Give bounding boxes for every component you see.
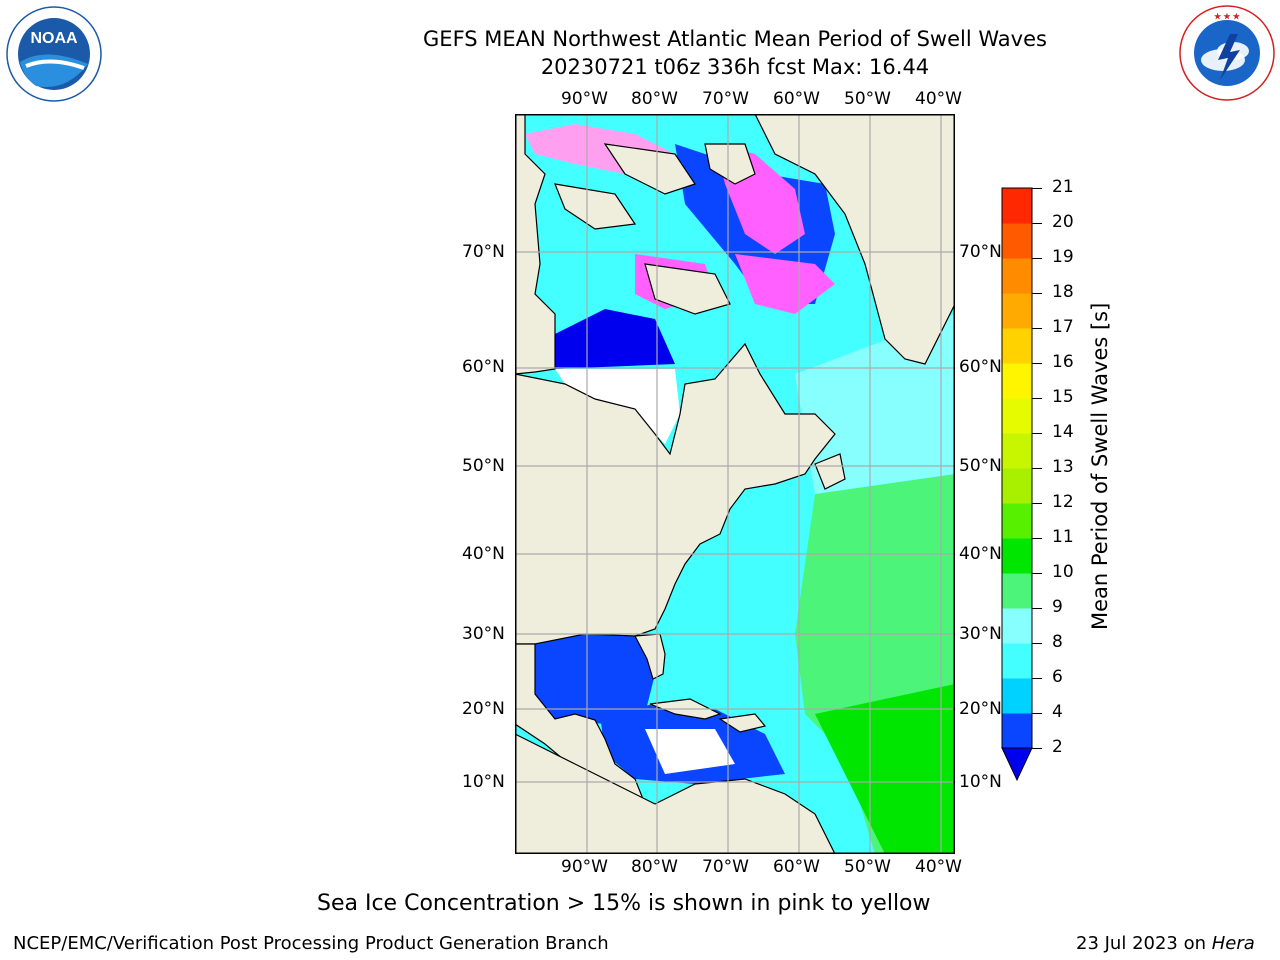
colorbar-tick-label: 4 [1052,702,1063,722]
lon-label-top: 70°W [702,89,749,109]
chart-title: GEFS MEAN Northwest Atlantic Mean Period… [423,27,1047,51]
colorbar-tick-label: 15 [1052,387,1074,407]
colorbar-bin [1002,643,1032,679]
colorbar-bin [1002,223,1032,259]
colorbar-tick [1032,398,1042,399]
colorbar-tick [1032,713,1042,714]
colorbar-bin [1002,398,1032,434]
lat-label-left: 30°N [462,624,505,644]
lat-label-right: 60°N [959,357,1002,377]
lat-label-right: 30°N [959,624,1002,644]
colorbar-tick-label: 11 [1052,527,1074,547]
noaa-logo-text: NOAA [30,30,78,47]
colorbar-tick-label: 8 [1052,632,1063,652]
colorbar-tick [1032,188,1042,189]
colorbar-bin [1002,713,1032,749]
colorbar-bin [1002,258,1032,294]
lat-label-right: 50°N [959,456,1002,476]
map-panel [514,113,956,855]
svg-text:★ ★ ★: ★ ★ ★ [1214,12,1241,21]
lat-label-right: 40°N [959,544,1002,564]
colorbar-tick-label: 17 [1052,317,1074,337]
colorbar-bin [1002,328,1032,364]
lon-label-bottom: 70°W [702,857,749,877]
lat-label-right: 70°N [959,242,1002,262]
lat-label-right: 20°N [959,699,1002,719]
colorbar-tick [1032,328,1042,329]
colorbar-bin [1002,468,1032,504]
caribbean-nodata [645,729,735,774]
colorbar-bin [1002,678,1032,714]
noaa-logo: NOAA [6,6,102,102]
colorbar-under-triangle [1001,747,1033,782]
hudson-bay [555,309,675,369]
colorbar-tick [1032,538,1042,539]
colorbar-tick [1032,608,1042,609]
colorbar-bin [1002,573,1032,609]
colorbar-tick-label: 20 [1052,212,1074,232]
colorbar-bin [1002,433,1032,469]
gulf-of-mexico [535,634,655,724]
colorbar-tick-label: 9 [1052,597,1063,617]
colorbar-bin [1002,608,1032,644]
graticule [515,114,955,854]
sea-ice-pink-2 [735,254,835,314]
lat-label-left: 60°N [462,357,505,377]
colorbar-tick-label: 13 [1052,457,1074,477]
lat-label-right: 10°N [959,772,1002,792]
footer-right: 23 Jul 2023 on Hera [1076,933,1255,954]
colorbar-tick-label: 12 [1052,492,1074,512]
lon-label-bottom: 40°W [915,857,962,877]
lon-label-bottom: 50°W [844,857,891,877]
colorbar-tick [1032,643,1042,644]
colorbar-tick [1032,223,1042,224]
lon-label-top: 50°W [844,89,891,109]
colorbar-tick [1032,433,1042,434]
lon-label-bottom: 90°W [561,857,608,877]
footer-left: NCEP/EMC/Verification Post Processing Pr… [13,933,609,954]
lon-label-top: 60°W [773,89,820,109]
colorbar [1000,186,1036,786]
colorbar-tick [1032,468,1042,469]
lat-label-left: 50°N [462,456,505,476]
colorbar-tick [1032,293,1042,294]
colorbar-tick [1032,678,1042,679]
colorbar-label: Mean Period of Swell Waves [s] [1088,302,1112,630]
lat-label-left: 40°N [462,544,505,564]
lon-label-bottom: 60°W [773,857,820,877]
lat-label-left: 70°N [462,242,505,262]
colorbar-tick-label: 6 [1052,667,1063,687]
colorbar-bin [1002,363,1032,399]
colorbar-tick-label: 19 [1052,247,1074,267]
colorbar-tick [1032,503,1042,504]
colorbar-tick [1032,363,1042,364]
lat-label-left: 10°N [462,772,505,792]
colorbar-tick-label: 18 [1052,282,1074,302]
colorbar-tick [1032,258,1042,259]
chart-subtitle: 20230721 t06z 336h fcst Max: 16.44 [540,55,930,79]
swell-10-11-area [815,684,955,854]
footer-host: Hera [1211,933,1255,954]
colorbar-tick [1032,748,1042,749]
colorbar-tick-label: 21 [1052,177,1074,197]
colorbar-bin [1002,538,1032,574]
colorbar-tick-label: 16 [1052,352,1074,372]
colorbar-bin [1002,503,1032,539]
map-svg [514,113,956,855]
colorbar-tick-label: 10 [1052,562,1074,582]
map-frame [515,114,955,854]
nws-logo: ★ ★ ★ [1178,4,1276,102]
lon-label-top: 40°W [915,89,962,109]
colorbar-tick [1032,573,1042,574]
lon-label-bottom: 80°W [631,857,678,877]
colorbar-tick-label: 14 [1052,422,1074,442]
sea-ice-caption: Sea Ice Concentration > 15% is shown in … [317,891,931,916]
footer-date: 23 Jul 2023 on [1076,933,1212,954]
lat-label-left: 20°N [462,699,505,719]
colorbar-tick-label: 2 [1052,737,1063,757]
lon-label-top: 90°W [561,89,608,109]
colorbar-bin [1002,188,1032,224]
lon-label-top: 80°W [631,89,678,109]
colorbar-bin [1002,293,1032,329]
